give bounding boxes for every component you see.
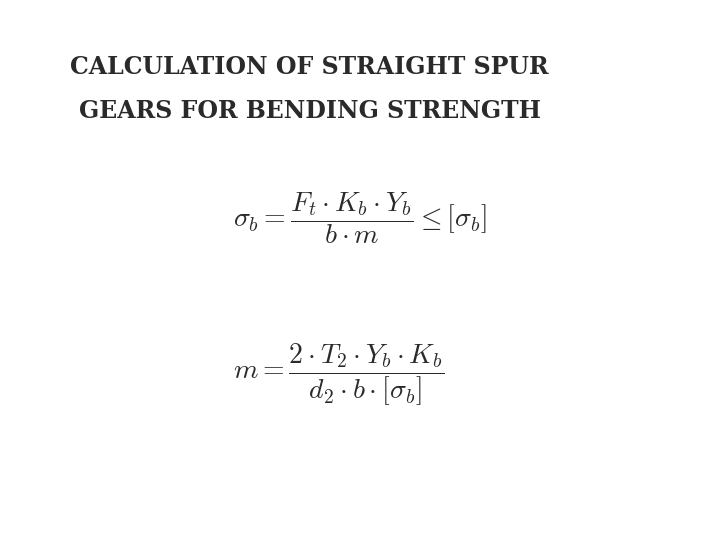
Text: $m = \dfrac{2 \cdot T_2 \cdot Y_b \cdot K_b}{d_2 \cdot b \cdot [\sigma_b]}$: $m = \dfrac{2 \cdot T_2 \cdot Y_b \cdot … (233, 342, 444, 408)
Text: CALCULATION OF STRAIGHT SPUR: CALCULATION OF STRAIGHT SPUR (71, 56, 549, 79)
Text: $\sigma_b = \dfrac{F_t \cdot K_b \cdot Y_b}{b \cdot m} \leq [\sigma_b]$: $\sigma_b = \dfrac{F_t \cdot K_b \cdot Y… (233, 191, 487, 246)
Text: GEARS FOR BENDING STRENGTH: GEARS FOR BENDING STRENGTH (78, 99, 541, 123)
